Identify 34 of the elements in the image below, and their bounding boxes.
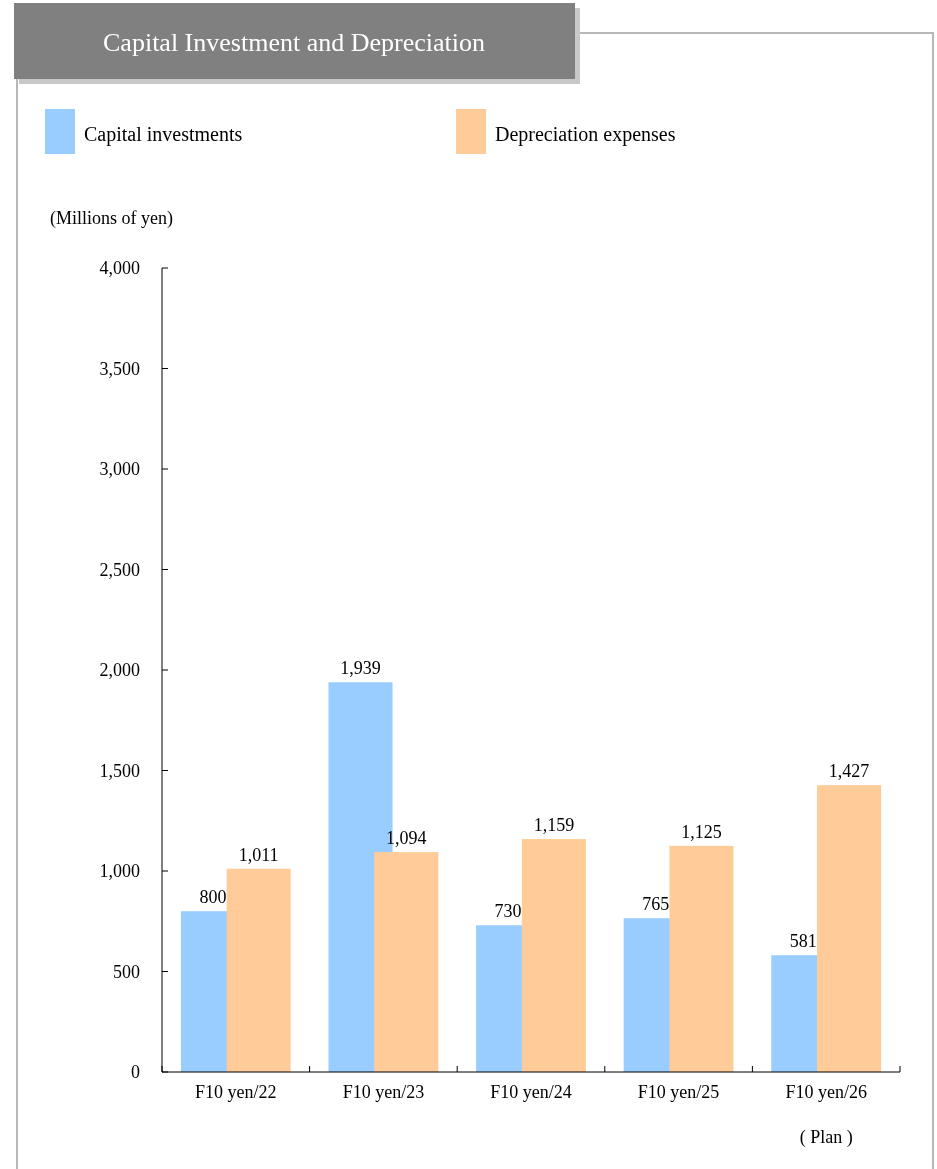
data-label: 1,939 xyxy=(340,658,381,679)
data-label: 1,427 xyxy=(828,761,870,782)
bar xyxy=(226,868,291,1072)
x-tick-label: F10 yen/25 xyxy=(637,1082,720,1102)
data-label: 800 xyxy=(199,887,227,908)
y-tick-label: 2,500 xyxy=(99,559,140,580)
x-tick-label: F10 yen/23 xyxy=(342,1082,425,1102)
data-label: 765 xyxy=(642,894,670,915)
data-label: 1,011 xyxy=(238,844,279,865)
y-tick-label: 500 xyxy=(113,961,140,982)
x-tick-label: F10 yen/24 xyxy=(490,1082,572,1102)
y-axis-title: (Millions of yen) xyxy=(50,208,173,229)
x-tick-label: F10 yen/26 xyxy=(785,1082,867,1102)
x-tick-label: F10 yen/22 xyxy=(195,1082,277,1102)
legend-label: Capital investments xyxy=(84,123,243,146)
bar xyxy=(669,845,734,1072)
bar xyxy=(374,852,439,1072)
y-tick-label: 4,000 xyxy=(99,258,140,278)
text: ( Plan ) xyxy=(799,1127,853,1148)
y-tick-label: 2,000 xyxy=(99,660,140,680)
bar xyxy=(817,785,882,1072)
y-tick-label: 3,500 xyxy=(99,358,140,379)
legend-label: Depreciation expenses xyxy=(495,123,676,146)
data-label: 1,125 xyxy=(681,821,722,842)
data-label: 581 xyxy=(789,931,817,952)
data-label: 1,094 xyxy=(386,828,427,849)
y-tick-label: 3,000 xyxy=(99,459,140,479)
chart-title: Capital Investment and Depreciation xyxy=(103,28,485,57)
y-tick-label: 0 xyxy=(131,1062,140,1082)
bar xyxy=(521,839,586,1072)
y-tick-label: 1,000 xyxy=(99,861,140,881)
y-tick-label: 1,500 xyxy=(99,760,140,781)
data-label: 730 xyxy=(494,901,522,922)
data-label: 1,159 xyxy=(533,815,575,836)
